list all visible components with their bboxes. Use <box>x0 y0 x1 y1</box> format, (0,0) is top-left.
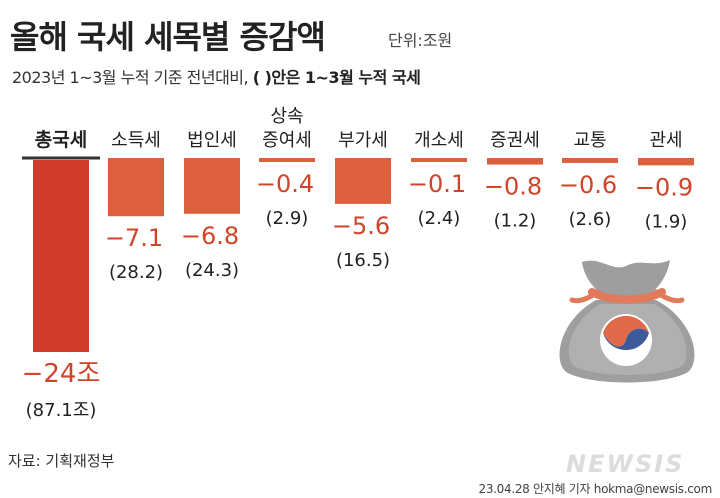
bar <box>335 158 391 204</box>
bar <box>108 158 164 217</box>
bag-rope-ends <box>569 289 685 304</box>
value-label: −0.6 <box>559 171 617 199</box>
total-label: (2.6) <box>569 209 612 230</box>
total-label: (1.9) <box>645 211 688 232</box>
bar <box>259 158 315 162</box>
subtitle-basis: 2023년 1~3월 누적 기준 전년대비, <box>12 68 249 87</box>
category-label: 증권세 <box>490 130 540 151</box>
bar <box>562 158 618 163</box>
value-label: −0.8 <box>484 173 542 201</box>
total-label: (2.9) <box>266 208 309 229</box>
bar <box>184 158 240 214</box>
category-label: 상속 <box>270 106 303 127</box>
value-label: −24조 <box>22 359 101 389</box>
source-note: 자료: 기획재정부 <box>8 452 115 470</box>
unit-label: 단위:조원 <box>388 31 453 50</box>
credit-line: 23.04.28 안지혜 기자 hokma@newsis.com <box>478 482 712 496</box>
bar <box>487 158 543 165</box>
money-bag-icon <box>559 260 695 383</box>
category-label: 교통 <box>573 130 606 151</box>
bag-top <box>582 260 670 296</box>
category-label: 소득세 <box>111 130 161 151</box>
category-label: 법인세 <box>187 130 237 151</box>
subtitle: 2023년 1~3월 누적 기준 전년대비, ( )안은 1~3월 누적 국세 <box>12 64 421 88</box>
total-label: (87.1조) <box>26 400 97 421</box>
total-label: (1.2) <box>494 211 537 232</box>
value-label: −0.9 <box>635 173 693 201</box>
value-label: −7.1 <box>105 224 163 252</box>
value-label: −0.4 <box>256 170 314 198</box>
value-label: −6.8 <box>181 222 239 250</box>
watermark-logo: NEWSIS <box>566 450 685 478</box>
bar <box>33 160 89 352</box>
emblem-red <box>603 315 649 347</box>
category-label: 관세 <box>649 130 682 151</box>
total-label: (28.2) <box>109 262 163 283</box>
total-label: (24.3) <box>185 260 239 281</box>
total-label: (2.4) <box>418 208 461 229</box>
category-label: 총국세 <box>35 129 87 151</box>
bar <box>411 158 467 162</box>
category-label: 증여세 <box>262 130 312 151</box>
category-label: 부가세 <box>338 130 388 151</box>
category-label: 개소세 <box>414 130 464 151</box>
page-title: 올해 국세 세목별 증감액 <box>10 18 326 56</box>
subtitle-note: ( )안은 1~3월 누적 국세 <box>252 68 421 87</box>
bar <box>638 158 694 166</box>
value-label: −5.6 <box>332 212 390 240</box>
value-label: −0.1 <box>408 170 466 198</box>
emblem-blue <box>603 328 649 351</box>
total-label: (16.5) <box>336 250 390 271</box>
